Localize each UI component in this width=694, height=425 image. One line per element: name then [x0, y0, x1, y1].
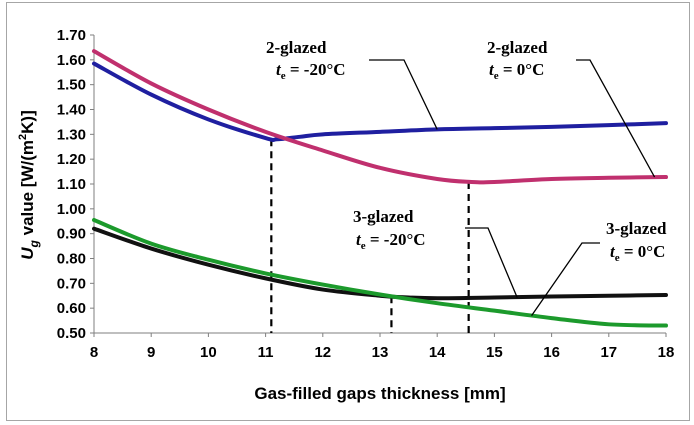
x-tick-label: 16 [543, 344, 560, 361]
x-tick-label: 15 [486, 344, 503, 361]
leader-3glazed-minus20 [465, 227, 518, 298]
y-title-sup: 2 [17, 134, 29, 140]
series-line-g2_m20 [92, 61, 668, 142]
annotation-condition: te = 0°C [489, 60, 544, 82]
y-tick-label: 0.90 [57, 226, 86, 243]
y-tick-label: 1.40 [57, 102, 86, 119]
x-tick-label: 12 [314, 344, 331, 361]
x-axis-title: Gas-filled gaps thickness [mm] [254, 384, 505, 403]
y-title-sub: g [27, 239, 41, 248]
series-line-g3_0 [92, 218, 668, 328]
chart-frame [6, 2, 690, 421]
series-group [92, 49, 668, 328]
y-tick-label: 0.60 [57, 300, 86, 317]
y-tick-label: 1.00 [57, 201, 86, 218]
annotation-title: 3-glazed [606, 219, 667, 238]
annotation-2glazed-minus20: 2-glazed te = -20°C [266, 38, 346, 82]
x-tick-group: 8 9 10 11 12 13 14 15 16 17 18 [90, 333, 675, 361]
annotation-title: 2-glazed [266, 38, 327, 57]
annotation-title: 3-glazed [353, 207, 414, 226]
y-tick-label: 1.50 [57, 77, 86, 94]
x-tick-label: 10 [200, 344, 217, 361]
y-tick-label: 0.70 [57, 275, 86, 292]
annotation-condition: te = -20°C [276, 60, 346, 82]
y-tick-label: 1.70 [57, 27, 86, 44]
y-title-u: U [18, 247, 37, 260]
y-tick-group: 0.50 0.60 0.70 0.80 0.90 1.00 1.10 1.20 1.30 1.40… [57, 27, 94, 342]
annotation-3glazed-0: 3-glazed te = 0°C [606, 219, 667, 264]
annotation-3glazed-minus20: 3-glazed te = -20°C [353, 207, 426, 252]
y-tick-label: 1.10 [57, 176, 86, 193]
y-axis-title: Ug value [W/(m2K)] [17, 110, 41, 259]
x-tick-label: 9 [147, 344, 155, 361]
y-title-tail: K)] [18, 110, 37, 134]
x-tick-label: 18 [658, 344, 675, 361]
x-tick-label: 11 [258, 344, 274, 361]
series-line-g2_0 [92, 49, 668, 185]
y-title-mid: value [W/(m [18, 140, 37, 240]
annotation-condition: te = -20°C [356, 230, 426, 252]
x-tick-label: 8 [90, 344, 98, 361]
y-tick-label: 1.60 [57, 52, 86, 69]
x-tick-label: 17 [600, 344, 617, 361]
x-tick-label: 13 [372, 344, 389, 361]
y-tick-label: 1.30 [57, 126, 86, 143]
annotation-title: 2-glazed [487, 38, 548, 57]
y-tick-label: 1.20 [57, 151, 86, 168]
leader-line-group [369, 59, 656, 316]
leader-2glazed-0 [576, 59, 656, 178]
annotation-2glazed-0: 2-glazed te = 0°C [487, 38, 548, 82]
leader-2glazed-minus20 [369, 59, 438, 130]
annotation-condition: te = 0°C [610, 242, 665, 264]
x-tick-label: 14 [429, 344, 446, 361]
y-tick-label: 0.80 [57, 251, 86, 268]
y-tick-label: 0.50 [57, 325, 86, 342]
leader-3glazed-0 [531, 242, 600, 316]
